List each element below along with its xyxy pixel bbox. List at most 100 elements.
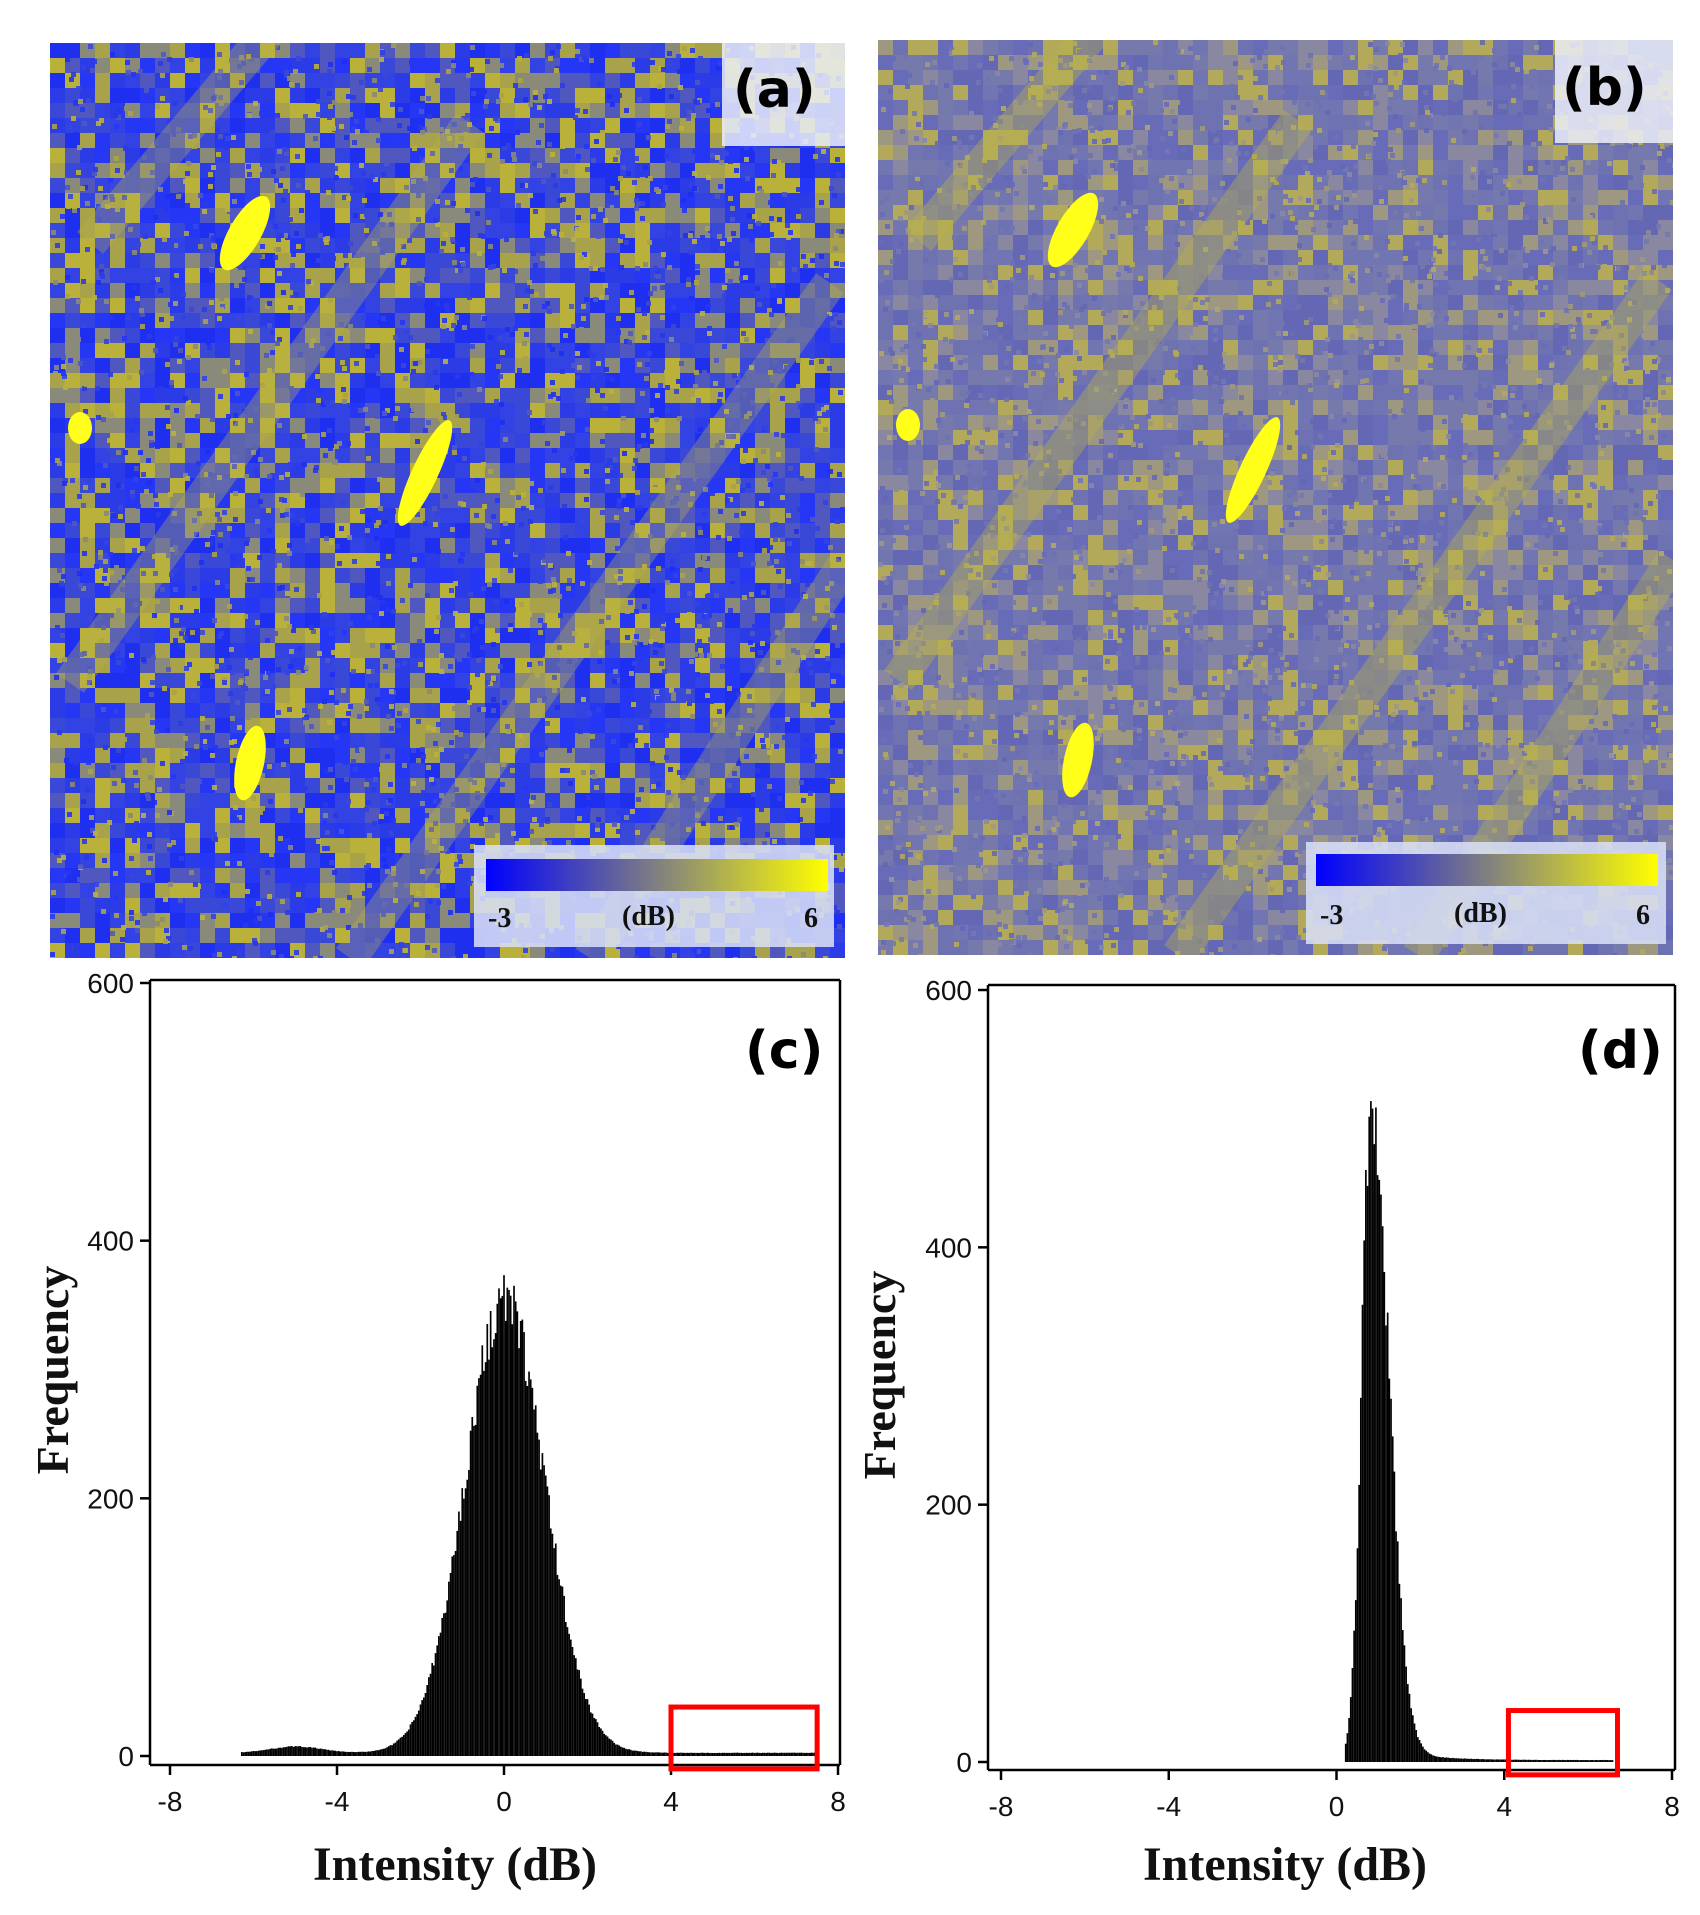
histogram-bar — [1504, 1759, 1506, 1762]
histogram-bar — [559, 1585, 562, 1756]
histogram-bar — [658, 1752, 661, 1756]
colorbar-a: -3 (dB) 6 — [474, 845, 834, 947]
histogram-bar — [1354, 1600, 1357, 1762]
histogram-bar — [736, 1752, 739, 1756]
histogram-bar — [423, 1697, 425, 1756]
histogram-bar — [336, 1751, 338, 1756]
x-tick-label: -4 — [325, 1786, 350, 1817]
histogram-bar — [721, 1752, 724, 1756]
histogram-bar — [489, 1311, 492, 1756]
histogram-bar — [1495, 1759, 1498, 1762]
histogram-bar — [443, 1613, 445, 1756]
histogram-bar — [1529, 1759, 1532, 1762]
histogram-bar — [394, 1742, 397, 1756]
histogram-bar — [1514, 1759, 1516, 1762]
histogram-bar — [271, 1748, 273, 1756]
histogram-bars — [1344, 1101, 1614, 1762]
histogram-bar — [1515, 1759, 1518, 1762]
histogram-bar — [356, 1751, 358, 1756]
panel-b-map — [878, 40, 1673, 955]
histogram-bar — [1557, 1759, 1560, 1762]
histogram-bar — [651, 1752, 654, 1756]
histogram-bar — [688, 1752, 691, 1756]
histogram-bar — [306, 1747, 308, 1756]
histogram-bar — [691, 1752, 694, 1756]
histogram-bar — [406, 1731, 408, 1756]
panel-b-label: (b) — [1562, 58, 1647, 118]
histogram-bar — [1499, 1759, 1501, 1762]
histogram-bar — [710, 1752, 712, 1756]
histogram-bar — [526, 1385, 529, 1756]
histogram-bar — [646, 1752, 649, 1756]
histogram-bar — [296, 1746, 298, 1756]
histogram-bar — [327, 1749, 330, 1756]
histogram-bar — [499, 1298, 502, 1756]
histogram-bar — [304, 1747, 307, 1756]
histogram-bar — [728, 1752, 731, 1756]
histogram-bar — [409, 1724, 412, 1756]
histogram-bar — [788, 1752, 791, 1756]
histogram-bar — [1440, 1757, 1443, 1762]
histogram-bar — [1346, 1733, 1349, 1762]
histogram-bar — [1462, 1758, 1464, 1762]
histogram-bar — [738, 1752, 741, 1756]
colorbar-a-gradient — [486, 859, 828, 891]
histogram-bar — [586, 1699, 589, 1756]
histogram-bar — [518, 1348, 520, 1756]
histogram-bar — [803, 1752, 806, 1756]
histogram-bar — [362, 1751, 365, 1756]
histogram-bar — [433, 1665, 435, 1756]
histogram-bar — [595, 1719, 597, 1756]
histogram-bar — [549, 1528, 552, 1756]
y-tick-label: 600 — [925, 975, 972, 1006]
x-tick-label: -4 — [1156, 1791, 1181, 1822]
histogram-bar — [762, 1752, 764, 1756]
histogram-bar — [733, 1752, 736, 1756]
histogram-bar — [361, 1751, 363, 1756]
x-tick-label: 4 — [663, 1786, 679, 1817]
x-tick-label: 0 — [496, 1786, 512, 1817]
histogram-bar — [1378, 1179, 1381, 1762]
histogram-bar — [600, 1728, 602, 1756]
histogram-bar — [1411, 1715, 1414, 1762]
histogram-bar — [740, 1752, 742, 1756]
histogram-bar — [765, 1752, 768, 1756]
histogram-bar — [750, 1752, 752, 1756]
histogram-bar — [768, 1752, 771, 1756]
histogram-bar — [240, 1752, 243, 1756]
histogram-bar — [564, 1621, 567, 1756]
histogram-bar — [242, 1752, 245, 1756]
histogram-bar — [1596, 1760, 1599, 1762]
histogram-bar — [446, 1600, 449, 1756]
histogram-bar — [1353, 1630, 1355, 1762]
histogram-bar — [808, 1752, 811, 1756]
histogram-bar — [511, 1324, 514, 1756]
histogram-bar — [1542, 1759, 1545, 1762]
panel-a-label-box — [722, 43, 845, 146]
histogram-bar — [438, 1636, 440, 1756]
histogram-bar — [464, 1488, 467, 1756]
histogram-bar — [1370, 1101, 1372, 1762]
x-tick-label: -8 — [989, 1791, 1014, 1822]
histogram-bar — [773, 1752, 776, 1756]
map-a-image — [50, 43, 845, 958]
histogram-bar — [369, 1751, 372, 1756]
histogram-bar — [630, 1749, 632, 1756]
histogram-bar — [397, 1739, 400, 1756]
histogram-bar — [1460, 1758, 1463, 1762]
histogram-bar — [1385, 1325, 1387, 1762]
histogram-bar — [610, 1739, 612, 1756]
histogram-bar — [757, 1752, 759, 1756]
histogram-bar — [341, 1751, 343, 1756]
histogram-bar — [314, 1747, 317, 1756]
histogram-bar — [631, 1750, 634, 1756]
histogram-bar — [1406, 1684, 1409, 1762]
histogram-bar — [1363, 1240, 1366, 1762]
histogram-bar — [775, 1752, 778, 1756]
y-tick-label: 200 — [87, 1483, 134, 1514]
histogram-bar — [449, 1572, 452, 1756]
histogram-bar — [287, 1746, 290, 1756]
histogram-bar — [1604, 1760, 1607, 1762]
histogram-bar — [1348, 1717, 1350, 1762]
histogram-bar — [1437, 1756, 1439, 1762]
